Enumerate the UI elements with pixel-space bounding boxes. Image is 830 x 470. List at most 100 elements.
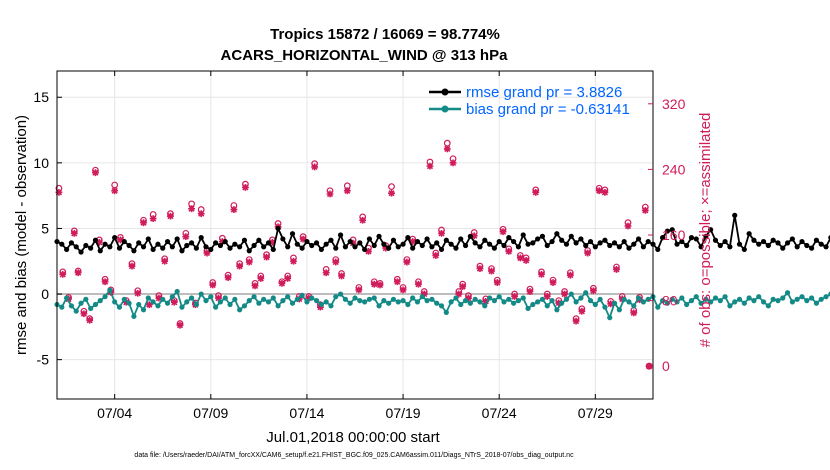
- obs-assimilated-marker: [578, 307, 586, 315]
- rmse-point: [496, 238, 502, 245]
- obs-assimilated-marker: [74, 269, 82, 277]
- rmse-point: [390, 237, 397, 243]
- rmse-point: [174, 236, 180, 242]
- rmse-point: [520, 232, 526, 238]
- bias-point: [794, 296, 800, 302]
- obs-assimilated-marker: [161, 257, 169, 265]
- bias-point: [467, 300, 473, 306]
- y2-tick-label: 160: [662, 227, 686, 243]
- rmse-point: [419, 242, 425, 249]
- bias-point: [198, 291, 204, 297]
- obs-assimilated-marker: [572, 317, 580, 325]
- rmse-point: [107, 244, 113, 250]
- rmse-point: [289, 231, 296, 237]
- obs-assimilated-marker: [122, 298, 130, 306]
- bias-point: [59, 304, 65, 310]
- rmse-point: [794, 244, 800, 250]
- y-axis-label: rmse and bias (model - observation): [13, 115, 30, 355]
- rmse-point: [188, 240, 195, 246]
- bias-point: [116, 304, 123, 310]
- bias-point: [587, 298, 594, 304]
- rmse-point: [573, 240, 579, 246]
- bias-point: [227, 301, 233, 308]
- obs-assimilated-marker: [59, 270, 67, 278]
- obs-assimilated-marker: [607, 300, 615, 308]
- obs-assimilated-marker: [218, 238, 226, 245]
- bias-point: [813, 300, 820, 306]
- y-tick-label: 5: [41, 220, 49, 236]
- rmse-point: [554, 231, 560, 237]
- bias-point: [323, 299, 329, 305]
- bias-point: [698, 300, 704, 306]
- obs-assimilated-marker: [443, 145, 451, 153]
- bias-point: [645, 296, 651, 302]
- bias-point: [64, 295, 70, 301]
- rmse-point: [626, 245, 632, 251]
- rmse-point: [775, 240, 781, 246]
- rmse-point: [448, 241, 454, 247]
- rmse-point: [568, 233, 574, 239]
- rmse-point: [261, 244, 267, 250]
- bias-point: [746, 295, 752, 301]
- rmse-point: [809, 245, 815, 251]
- rmse-point: [482, 237, 488, 243]
- obs-assimilated-marker: [455, 290, 463, 298]
- rmse-point: [597, 240, 603, 246]
- rmse-series: [54, 212, 830, 255]
- bias-point: [280, 298, 286, 304]
- bias-point: [583, 290, 589, 296]
- bias-point: [453, 295, 459, 301]
- bias-point: [511, 300, 517, 306]
- rmse-point: [59, 241, 65, 247]
- obs-assimilated-marker: [182, 233, 190, 241]
- bias-point: [376, 303, 382, 309]
- bias-point: [732, 299, 738, 305]
- obs-assimilated-marker: [543, 293, 551, 300]
- rmse-point: [732, 212, 738, 218]
- plot-area: [57, 71, 653, 399]
- bias-point: [515, 298, 522, 304]
- rmse-point: [477, 244, 483, 250]
- rmse-point: [275, 225, 281, 232]
- rmse-point: [304, 238, 310, 245]
- bias-point: [131, 313, 137, 319]
- bias-point: [703, 296, 709, 302]
- obs-assimilated-marker: [197, 210, 205, 218]
- bias-point: [289, 300, 296, 306]
- rmse-point: [640, 244, 646, 250]
- rmse-point: [760, 238, 767, 245]
- y2-tick-label: 80: [662, 293, 678, 309]
- obs-assimilated-marker: [80, 310, 88, 318]
- obs-assimilated-marker: [601, 188, 609, 196]
- bias-point: [102, 294, 108, 300]
- rmse-point: [352, 244, 358, 250]
- bias-point: [736, 296, 743, 302]
- obs-assimilated-marker: [555, 299, 563, 307]
- bias-point: [328, 303, 334, 309]
- bias-point: [530, 301, 536, 308]
- legend-bias-text: bias grand pr = -0.63141: [466, 101, 630, 118]
- rmse-point: [193, 245, 199, 251]
- y2-tick-label: 0: [662, 358, 670, 374]
- bias-point: [145, 295, 151, 301]
- rmse-point: [155, 241, 161, 247]
- chart-subtitle: ACARS_HORIZONTAL_WIND @ 313 hPa: [221, 47, 509, 64]
- bias-point: [578, 295, 584, 301]
- x-tick-label: 07/09: [193, 405, 228, 421]
- rmse-point: [506, 235, 512, 241]
- rmse-point: [501, 242, 507, 249]
- rmse-point: [140, 244, 147, 250]
- rmse-point: [285, 244, 291, 250]
- bias-point: [809, 295, 815, 301]
- rmse-point: [669, 227, 675, 233]
- bias-point: [544, 303, 550, 309]
- rmse-point: [198, 235, 204, 241]
- bias-point: [568, 291, 574, 297]
- bias-point: [448, 299, 454, 305]
- y-tick-label: -5: [37, 352, 50, 368]
- rmse-point: [535, 236, 541, 242]
- obs-assimilated-marker: [465, 294, 472, 302]
- obs-assimilated-marker: [326, 190, 334, 198]
- rmse-point: [712, 237, 719, 243]
- rmse-point: [635, 236, 642, 242]
